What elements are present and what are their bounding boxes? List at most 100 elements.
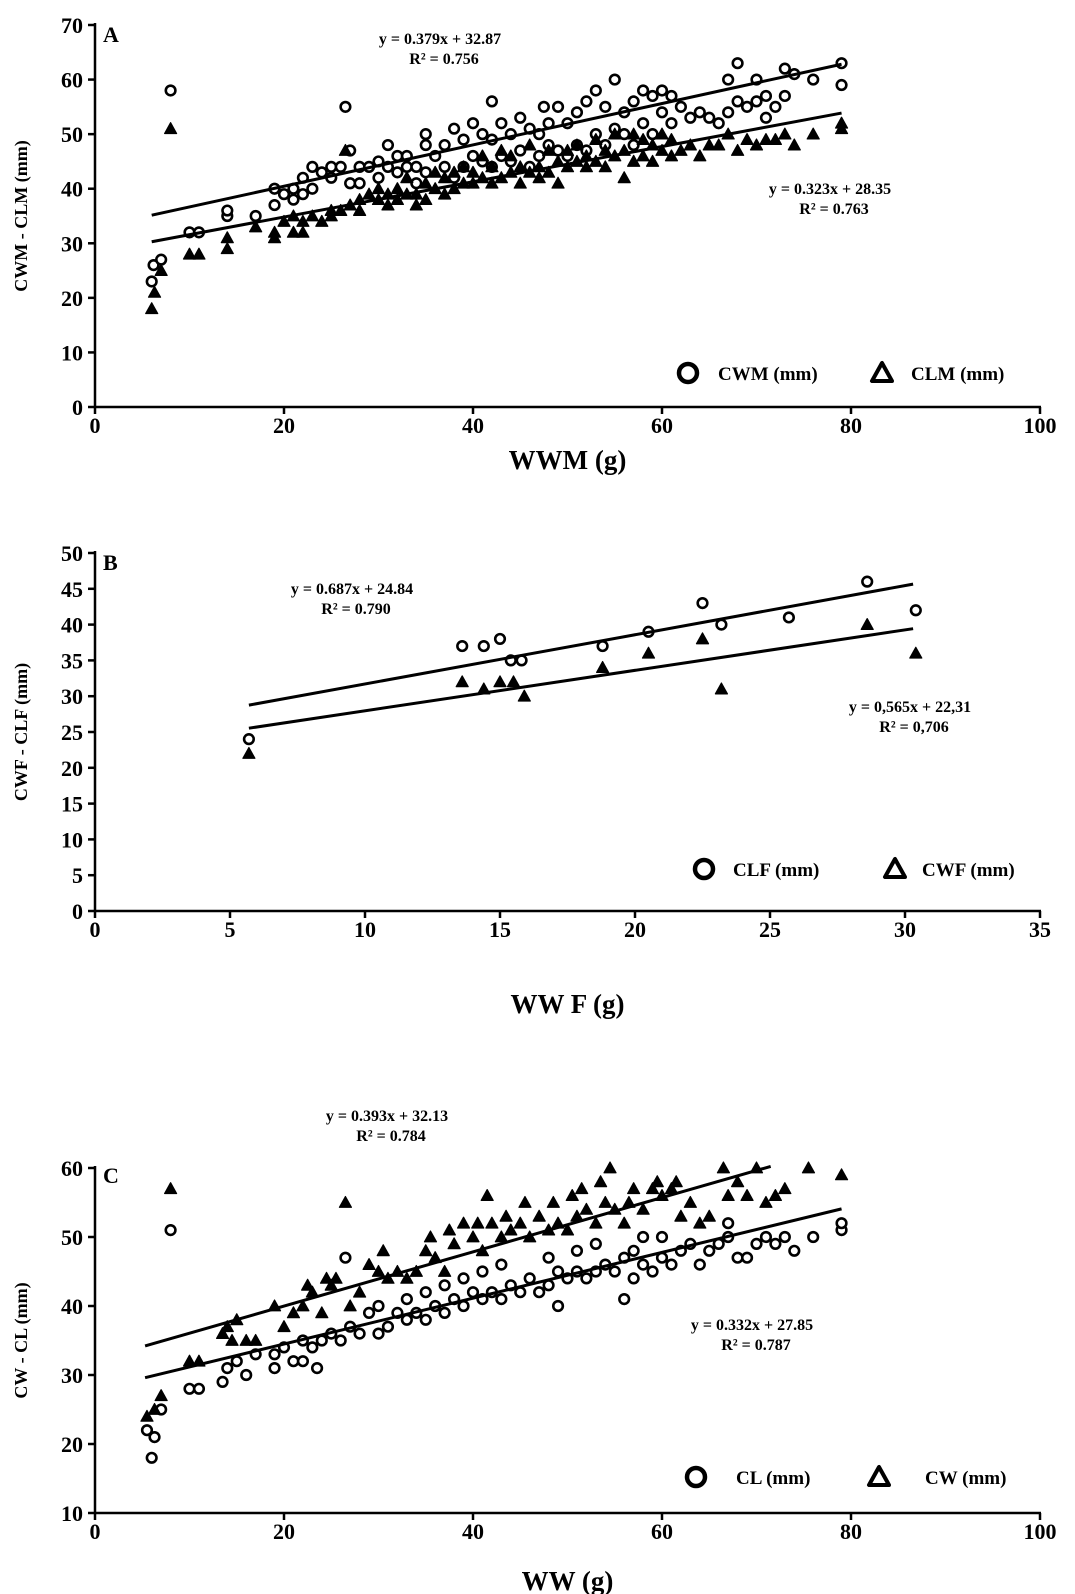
data-point-circle bbox=[268, 1348, 281, 1361]
data-point-triangle bbox=[362, 1257, 376, 1271]
x-tick-label: 100 bbox=[1024, 1519, 1057, 1544]
data-point-triangle bbox=[438, 1264, 452, 1277]
data-point-triangle bbox=[513, 176, 527, 189]
regression-equation: y = 0.332x + 27.85 bbox=[691, 1317, 813, 1334]
y-tick-label: 40 bbox=[61, 613, 83, 638]
data-point-triangle bbox=[608, 127, 622, 140]
data-point-circle bbox=[495, 117, 508, 130]
data-point-triangle bbox=[353, 1285, 367, 1298]
data-point-triangle bbox=[551, 176, 565, 189]
data-point-circle bbox=[438, 160, 451, 173]
data-point-triangle bbox=[693, 1216, 707, 1229]
data-point-circle bbox=[148, 1430, 161, 1444]
data-point-circle bbox=[537, 100, 550, 113]
regression-equation: y = 0.687x + 24.84 bbox=[291, 581, 413, 598]
data-point-triangle bbox=[778, 1182, 792, 1195]
data-point-circle bbox=[448, 122, 461, 135]
data-point-circle bbox=[646, 1265, 659, 1278]
data-point-circle bbox=[466, 117, 480, 130]
x-tick-label: 5 bbox=[225, 917, 236, 942]
data-point-triangle bbox=[716, 1161, 731, 1174]
data-point-triangle bbox=[494, 143, 508, 156]
data-point-triangle bbox=[740, 133, 754, 145]
data-point-triangle bbox=[499, 1209, 513, 1222]
data-point-circle bbox=[570, 1244, 584, 1257]
data-point-circle bbox=[589, 84, 602, 97]
data-point-circle bbox=[759, 1230, 773, 1244]
data-point-triangle bbox=[570, 138, 584, 151]
data-point-triangle bbox=[523, 138, 537, 151]
y-axis-label: CW - CL (mm) bbox=[11, 1282, 32, 1398]
data-point-triangle bbox=[147, 285, 162, 298]
y-tick-label: 25 bbox=[61, 720, 83, 745]
data-point-triangle bbox=[768, 1188, 783, 1202]
data-point-triangle bbox=[329, 1271, 343, 1284]
data-point-circle bbox=[551, 1299, 565, 1313]
x-tick-label: 40 bbox=[462, 1519, 484, 1544]
data-point-circle bbox=[618, 1292, 631, 1306]
data-point-circle bbox=[589, 1237, 602, 1250]
data-point-triangle bbox=[546, 1195, 560, 1208]
data-point-circle bbox=[419, 1286, 432, 1299]
legend: CLF (mm) CWF (mm) bbox=[692, 857, 1015, 881]
data-point-triangle bbox=[324, 1278, 338, 1291]
y-tick-label: 20 bbox=[61, 1432, 83, 1457]
data-point-circle bbox=[608, 1265, 621, 1278]
x-tick-label: 35 bbox=[1029, 917, 1051, 942]
data-point-circle bbox=[456, 639, 469, 653]
y-axis-label: CWF - CLF (mm) bbox=[11, 663, 32, 801]
data-point-triangle bbox=[315, 1306, 329, 1319]
data-point-circle bbox=[542, 1251, 555, 1264]
data-point-triangle bbox=[192, 1354, 206, 1367]
trendline-triangle bbox=[248, 627, 914, 730]
data-point-triangle bbox=[215, 1326, 230, 1340]
x-tick-label: 40 bbox=[462, 413, 484, 438]
data-point-circle bbox=[684, 111, 697, 124]
data-point-circle bbox=[722, 106, 735, 119]
data-point-triangle bbox=[506, 675, 521, 688]
data-point-circle bbox=[485, 95, 499, 108]
data-point-triangle bbox=[518, 1195, 532, 1208]
series-triangle-points bbox=[242, 617, 923, 759]
data-point-circle bbox=[551, 144, 565, 157]
data-point-circle bbox=[759, 89, 773, 103]
data-point-triangle bbox=[627, 127, 641, 140]
x-tick-label: 80 bbox=[840, 413, 862, 438]
data-point-circle bbox=[145, 275, 158, 288]
data-point-circle bbox=[438, 1279, 451, 1292]
data-point-circle bbox=[551, 100, 565, 113]
series-circle-points bbox=[242, 575, 922, 746]
data-point-circle bbox=[372, 171, 385, 184]
x-tick-label: 0 bbox=[90, 917, 101, 942]
data-point-triangle bbox=[712, 138, 726, 151]
chart-panel-b: 0 5 10 15 20 25 30 35 0 5 10 15 20 25 30 35 40 45 50 WW F (… bbox=[11, 541, 1051, 1019]
data-point-triangle bbox=[645, 1182, 660, 1195]
data-point-circle bbox=[703, 1244, 716, 1257]
data-point-triangle bbox=[400, 171, 414, 184]
data-point-circle bbox=[268, 1361, 281, 1375]
data-point-circle bbox=[551, 1265, 565, 1278]
data-point-triangle bbox=[541, 143, 556, 156]
data-point-triangle bbox=[603, 1161, 617, 1174]
data-point-triangle bbox=[249, 1333, 263, 1346]
data-point-circle bbox=[627, 95, 640, 108]
trendline-triangle bbox=[151, 111, 842, 244]
data-point-triangle bbox=[154, 263, 168, 276]
data-point-circle bbox=[646, 128, 659, 141]
data-point-triangle bbox=[455, 675, 469, 688]
data-point-triangle bbox=[787, 138, 801, 151]
data-point-circle bbox=[391, 166, 404, 179]
data-point-circle bbox=[339, 1251, 352, 1264]
data-point-circle bbox=[655, 106, 669, 119]
y-tick-label: 5 bbox=[72, 863, 83, 888]
legend-marker-circle bbox=[676, 361, 700, 385]
data-point-circle bbox=[221, 1361, 234, 1375]
data-point-triangle bbox=[220, 1320, 234, 1333]
y-tick-label: 10 bbox=[61, 827, 83, 852]
data-point-circle bbox=[769, 1237, 782, 1250]
data-point-circle bbox=[466, 1286, 480, 1299]
data-point-circle bbox=[145, 1451, 158, 1464]
data-point-circle bbox=[580, 95, 593, 108]
data-point-triangle bbox=[371, 1264, 386, 1277]
data-point-triangle bbox=[164, 122, 178, 135]
